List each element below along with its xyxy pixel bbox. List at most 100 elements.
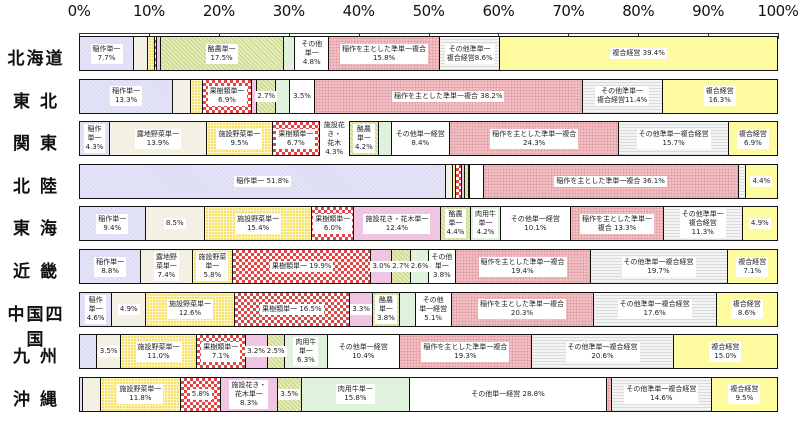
- bar-segment: [80, 377, 84, 411]
- x-tick-label: 90%: [692, 2, 725, 20]
- segment-label: 複合経営 16.3%: [703, 86, 736, 107]
- bar-segment: [470, 164, 484, 198]
- segment-label: 稲作を主とした準単一複合 15.8%: [340, 43, 429, 64]
- segment-label: 酪農単一 17.5%: [205, 43, 238, 64]
- segment-label: 稲作を主とした準単一複合 36.1%: [554, 175, 667, 187]
- bar-segment: 稲作単一 8.8%: [80, 250, 142, 283]
- segment-label: 施設野菜単一 12.6%: [167, 299, 214, 320]
- bar-segment: その他準単一複合経営 15.7%: [619, 122, 729, 156]
- segment-label: 2.7%: [390, 261, 413, 272]
- segment-label: 露地野 菜単一 7.4%: [153, 252, 179, 281]
- segment-label: 3.3%: [350, 303, 373, 315]
- bar-segment: 5.8%: [181, 377, 222, 411]
- bar-segment: 8.5%: [145, 207, 205, 241]
- bar-segment: 施設野菜単一 11.8%: [100, 377, 182, 411]
- bar-segment: その他単一経営 10.1%: [500, 207, 572, 241]
- bar-segment: 施設野菜 単一 5.8%: [192, 250, 234, 283]
- bar-segment: その他 単一 3.8%: [429, 250, 456, 283]
- bar-segment: 稲作を主とした準単一複合 19.3%: [399, 335, 533, 369]
- bar-segment: 稲作単一 7.7%: [80, 37, 135, 70]
- segment-label: 施設野菜 単一 5.8%: [196, 252, 229, 281]
- region-bar: 稲作 単一 4.3% 露地野菜単一 13.9% 施設野菜単一 9.5% 果樹類単一 6…: [79, 119, 778, 158]
- x-tick-label: 50%: [412, 2, 445, 20]
- segment-label: その他準単一 複合経営 11.3%: [679, 209, 726, 239]
- segment-label: 果樹類単一 19.9%: [269, 261, 334, 272]
- segment-label: その他単一経営 10.1%: [508, 213, 562, 234]
- segment-label: その他 単一 3.8%: [429, 252, 455, 281]
- segment-label: 複合経営 15.0%: [709, 341, 742, 362]
- region-label: 北 陸: [13, 176, 59, 197]
- bar-segment: 複合経営 9.5%: [711, 377, 777, 411]
- bar-segment: [453, 164, 457, 198]
- segment-label: 複合経営 39.4%: [610, 48, 667, 59]
- segment-label: その他準単一複合経営 14.6%: [624, 384, 699, 405]
- bar-segment: 肉用牛 単一 6.3%: [284, 335, 329, 369]
- bar-segment: 複合経営 39.4%: [500, 37, 777, 70]
- bar-segment: 稲作 単一 4.6%: [80, 292, 113, 326]
- bar-segment: 稲作を主とした準単一複合 24.3%: [450, 122, 620, 156]
- bar-segment: 肉用牛単一 15.8%: [301, 377, 410, 411]
- segment-label: 露地野菜単一 13.9%: [134, 128, 181, 149]
- x-tick-label: 30%: [272, 2, 305, 20]
- x-tick-label: 70%: [552, 2, 585, 20]
- bar-segment: 2.5%: [264, 335, 287, 369]
- segment-label: 3.5%: [278, 388, 301, 400]
- bar-segment: [399, 292, 416, 326]
- x-tick-label: 80%: [622, 2, 655, 20]
- bar-segment: [283, 37, 296, 70]
- bar-segment: 2.7%: [390, 250, 413, 283]
- segment-label: 2.5%: [264, 346, 287, 358]
- bar-segment: [461, 164, 465, 198]
- segment-label: 複合経営 8.6%: [730, 299, 763, 320]
- segment-label: 稲作単一 13.3%: [110, 86, 143, 107]
- region-bar: 稲作単一 8.8% 露地野 菜単一 7.4% 施設野菜 単一 5.8% 果樹類単一 1…: [79, 249, 778, 284]
- bar-segment: [80, 335, 98, 369]
- bar-segment: 複合経営 6.9%: [728, 122, 777, 156]
- segment-label: その他単一経営 8.4%: [393, 128, 447, 149]
- region-label: 東 北: [13, 91, 59, 112]
- bar-segment: 3.0%: [370, 250, 393, 283]
- segment-label: 果樹類単一 7.1%: [201, 341, 241, 362]
- bar-segment: その他単一経営 8.4%: [391, 122, 451, 156]
- bar-segment: 稲作を主とした準単一複合 36.1%: [483, 164, 739, 198]
- segment-label: 2.6%: [408, 261, 431, 272]
- segment-label: 肉用牛 単一 6.3%: [293, 337, 319, 367]
- segment-label: 3.5%: [97, 346, 120, 358]
- bar-segment: [446, 164, 454, 198]
- bar-segment: 4.4%: [745, 164, 777, 198]
- segment-label: 稲作を主とした準単一 複合 13.3%: [580, 213, 654, 234]
- bar-segment: その他準単一複合経営 17.6%: [593, 292, 717, 326]
- bar-segment: 果樹類単一 6.7%: [273, 122, 320, 156]
- bar-segment: 施設花き・ 花木単一 8.3%: [221, 377, 278, 411]
- region-bar: 稲作 単一 4.6% 4.9% 施設野菜単一 12.6% 果樹類単一 16.5% 3.3…: [79, 291, 778, 327]
- segment-label: 果樹類単一 6.0%: [313, 213, 353, 234]
- bar-segment: [378, 122, 392, 156]
- bar-segment: 施設野菜単一 12.6%: [146, 292, 235, 326]
- bar-segment: その他 単一経営 5.1%: [415, 292, 452, 326]
- bar-segment: [464, 164, 469, 198]
- segment-label: 稲作単一 9.4%: [96, 213, 129, 234]
- bar-segment: [607, 377, 612, 411]
- segment-label: 肉用牛単一 15.8%: [335, 384, 375, 405]
- segment-label: 4.9%: [117, 303, 140, 315]
- bar-segment: [134, 37, 149, 70]
- bar-segment: その他準単一 複合経営 11.3%: [663, 207, 743, 241]
- region-label: 沖 縄: [13, 389, 59, 410]
- segment-label: その他単一経営 10.4%: [336, 341, 390, 362]
- segment-label: その他準単一複合経営 17.6%: [617, 299, 692, 320]
- bar-segment: 3.5%: [97, 335, 122, 369]
- bar-segment: 果樹類単一 19.9%: [233, 250, 372, 283]
- bar-segment: 果樹類単一 7.1%: [196, 335, 246, 369]
- segment-label: 稲作 単一 4.3%: [83, 124, 106, 154]
- bar-segment: 稲作を主とした準単一複合 38.2%: [314, 79, 583, 113]
- region-label: 北海道: [7, 49, 65, 69]
- segment-label: その他準単一複合経営 19.7%: [621, 256, 696, 277]
- region-bar: 稲作単一 7.7% 酪農単一 17.5% その他 単一 4.8% 稲作を主とした準単一…: [79, 36, 778, 71]
- bar-segment: 酪農 単一 4.4%: [440, 207, 472, 241]
- bar-segment: 4.9%: [742, 207, 777, 241]
- segment-label: 5.8%: [189, 388, 212, 400]
- segment-label: 施設花き・花木単一 12.4%: [363, 213, 431, 234]
- segment-label: その他単一経営 28.8%: [469, 388, 547, 400]
- bar-segment: 複合経営 15.0%: [673, 335, 777, 369]
- bar-segment: 肉用牛 単一 4.2%: [471, 207, 501, 241]
